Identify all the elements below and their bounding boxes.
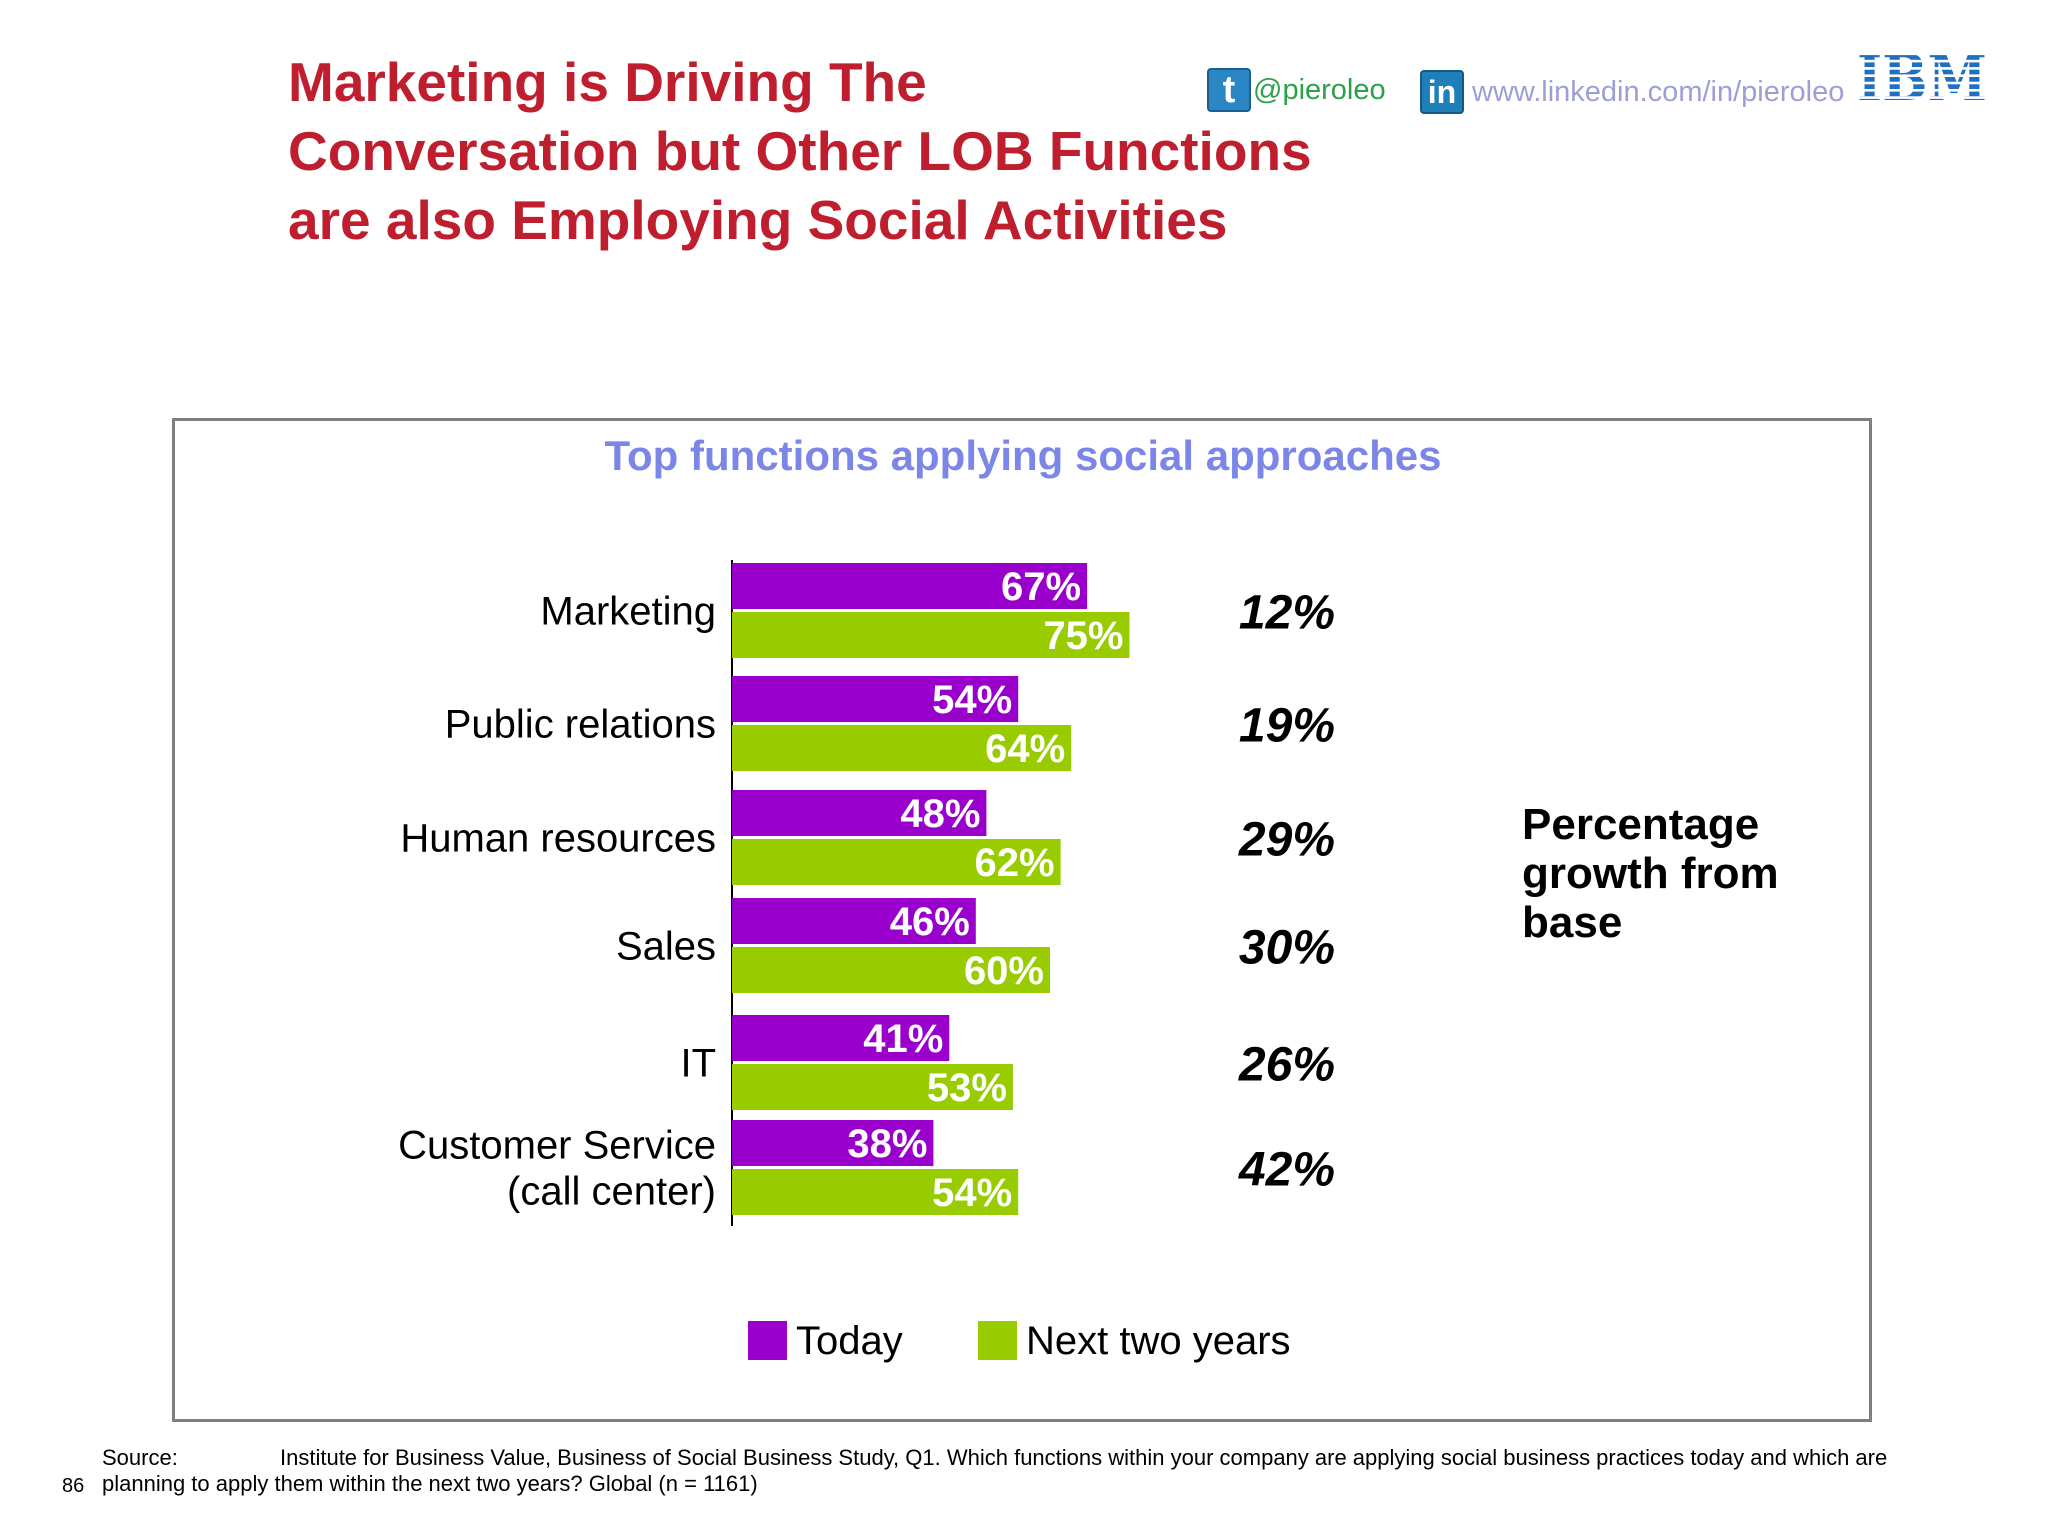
bar-today <box>732 1015 950 1061</box>
legend-today-label: Today <box>796 1319 903 1363</box>
growth-label-line: base <box>1522 898 1623 947</box>
bar-today <box>732 676 1019 722</box>
bar-next-two-years <box>732 1169 1019 1215</box>
bar-next-two-years <box>732 947 1050 993</box>
source-text: Institute for Business Value, Business o… <box>280 1445 1888 1470</box>
source-text-2: planning to apply them within the next t… <box>102 1471 758 1496</box>
category-label: Public relations <box>445 703 716 747</box>
growth-value: 29% <box>1238 814 1335 867</box>
bar-value-label: 64% <box>985 727 1065 771</box>
bar-value-label: 62% <box>975 841 1055 885</box>
legend-next-two-years-swatch <box>978 1321 1017 1360</box>
bar-value-label: 54% <box>932 1171 1012 1215</box>
ibm-logo: IBM <box>1857 48 1987 106</box>
twitter-icon: t <box>1207 68 1251 112</box>
category-label: Sales <box>616 925 716 969</box>
category-label: IT <box>680 1042 716 1086</box>
title-line: Conversation but Other LOB Functions <box>288 120 1312 182</box>
growth-value: 19% <box>1239 700 1335 753</box>
category-label: Customer Service <box>398 1124 716 1168</box>
page-number: 86 <box>62 1475 85 1497</box>
linkedin-link[interactable]: in www.linkedin.com/in/pieroleo <box>1420 70 1844 114</box>
bar-value-label: 48% <box>900 792 980 836</box>
title-line: are also Employing Social Activities <box>288 189 1228 251</box>
twitter-handle: @pieroleo <box>1253 73 1386 106</box>
bar-value-label: 54% <box>932 678 1012 722</box>
bar-today <box>732 898 976 944</box>
twitter-link[interactable]: t @pieroleo <box>1207 68 1386 112</box>
growth-value: 12% <box>1239 587 1335 640</box>
category-label: Human resources <box>400 817 716 861</box>
growth-label: Percentage growth from base <box>1522 800 1842 947</box>
legend-next-two-years-label: Next two years <box>1026 1319 1291 1363</box>
ibm-logo-text: IBM <box>1857 48 1987 106</box>
linkedin-url: www.linkedin.com/in/pieroleo <box>1472 75 1845 108</box>
source-label: Source: <box>102 1445 178 1470</box>
bar-next-two-years <box>732 725 1072 771</box>
legend-today-swatch <box>748 1321 787 1360</box>
bar-value-label: 46% <box>890 900 970 944</box>
growth-value: 26% <box>1238 1039 1335 1092</box>
bar-value-label: 67% <box>1001 565 1081 609</box>
growth-value: 30% <box>1239 922 1335 975</box>
linkedin-icon: in <box>1420 70 1464 114</box>
category-label: Marketing <box>540 590 716 634</box>
growth-label-line: Percentage <box>1522 800 1760 849</box>
category-label: (call center) <box>507 1170 716 1214</box>
chart-title: Top functions applying social approaches <box>604 432 1441 479</box>
title-line: Marketing is Driving The <box>288 51 927 113</box>
growth-label-line: growth from <box>1522 849 1779 898</box>
bar-today <box>732 1120 934 1166</box>
page-title: Marketing is Driving The Conversation bu… <box>288 48 1388 255</box>
bar-today <box>732 563 1088 609</box>
growth-value: 42% <box>1238 1144 1335 1197</box>
bar-next-two-years <box>732 839 1061 885</box>
source-note: Source: Institute for Business Value, Bus… <box>102 1445 1887 1497</box>
bar-value-label: 41% <box>863 1017 943 1061</box>
bar-value-label: 75% <box>1043 614 1123 658</box>
bar-today <box>732 790 987 836</box>
bar-value-label: 38% <box>847 1122 927 1166</box>
bar-next-two-years <box>732 1064 1013 1110</box>
bar-next-two-years <box>732 612 1130 658</box>
bar-value-label: 53% <box>927 1066 1007 1110</box>
bar-value-label: 60% <box>964 949 1044 993</box>
